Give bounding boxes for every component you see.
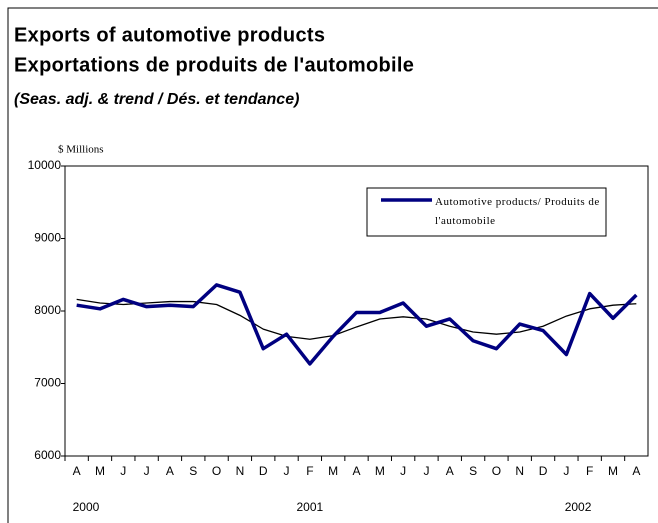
- x-tick-label: M: [328, 464, 338, 478]
- legend-label: Automotive products/ Produits de l'autom…: [435, 196, 600, 227]
- chart-subtitle: (Seas. adj. & trend / Dés. et tendance): [14, 91, 299, 108]
- y-tick-label: 7000: [34, 376, 61, 390]
- x-tick-label: N: [236, 464, 245, 478]
- y-tick-label: 10000: [28, 158, 62, 172]
- series-line: [76, 283, 638, 366]
- series-line: [76, 298, 637, 340]
- x-tick-label: D: [539, 464, 548, 478]
- chart-title-2: Exportations de produits de l'automobile: [14, 54, 414, 76]
- x-tick-label: J: [144, 464, 150, 478]
- x-tick-label: J: [120, 464, 126, 478]
- y-axis-label: $ Millions: [58, 144, 104, 156]
- x-tick-label: S: [469, 464, 477, 478]
- x-tick-label: J: [423, 464, 429, 478]
- x-tick-label: F: [586, 464, 593, 478]
- x-tick-label: A: [352, 464, 360, 478]
- legend-box: [366, 187, 607, 237]
- x-tick-label: N: [515, 464, 524, 478]
- x-tick-label: F: [306, 464, 313, 478]
- x-tick-label: D: [259, 464, 268, 478]
- x-tick-label: M: [375, 464, 385, 478]
- x-tick-label: O: [212, 464, 221, 478]
- year-label: 2002: [565, 500, 592, 514]
- y-tick-label: 6000: [34, 448, 61, 462]
- x-tick-label: S: [189, 464, 197, 478]
- y-tick-label: 8000: [34, 303, 61, 317]
- x-tick-label: J: [284, 464, 290, 478]
- x-tick-label: J: [563, 464, 569, 478]
- x-tick-label: A: [632, 464, 640, 478]
- x-tick-label: M: [95, 464, 105, 478]
- year-label: 2001: [297, 500, 324, 514]
- x-tick-label: J: [400, 464, 406, 478]
- x-tick-label: A: [446, 464, 454, 478]
- x-tick-label: A: [166, 464, 174, 478]
- year-label: 2000: [73, 500, 100, 514]
- frame: [7, 7, 658, 523]
- chart-title: Exports of automotive products: [14, 24, 325, 46]
- x-tick-label: O: [492, 464, 501, 478]
- x-tick-label: A: [73, 464, 81, 478]
- x-tick-label: M: [608, 464, 618, 478]
- y-tick-label: 9000: [34, 231, 61, 245]
